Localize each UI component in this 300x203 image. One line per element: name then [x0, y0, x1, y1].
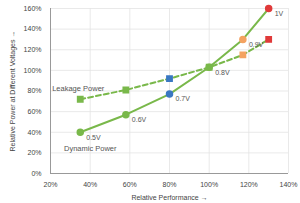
svg-text:80%: 80% [27, 87, 41, 94]
svg-text:40%: 40% [27, 128, 41, 135]
svg-text:140%: 140% [24, 25, 42, 32]
svg-text:0%: 0% [31, 170, 41, 177]
svg-text:100%: 100% [24, 67, 42, 74]
svg-text:100%: 100% [200, 181, 218, 188]
svg-text:60%: 60% [27, 108, 41, 115]
svg-text:80%: 80% [162, 181, 176, 188]
svg-text:Dynamic Power: Dynamic Power [64, 144, 117, 153]
svg-text:40%: 40% [83, 181, 97, 188]
svg-text:0.6V: 0.6V [132, 116, 147, 123]
svg-text:140%: 140% [280, 181, 298, 188]
svg-text:120%: 120% [24, 46, 42, 53]
svg-text:Relative Performance →: Relative Performance → [131, 194, 207, 201]
svg-text:60%: 60% [123, 181, 137, 188]
svg-text:Leakage Power: Leakage Power [52, 84, 105, 93]
svg-text:20%: 20% [27, 149, 41, 156]
svg-text:0.7V: 0.7V [176, 95, 191, 102]
svg-text:120%: 120% [240, 181, 258, 188]
svg-text:0.9V: 0.9V [249, 41, 264, 48]
svg-text:1V: 1V [275, 10, 284, 17]
svg-text:Relative Power at Different Vo: Relative Power at Different Voltages → [9, 31, 17, 152]
svg-text:20%: 20% [43, 181, 57, 188]
svg-text:0.5V: 0.5V [86, 133, 101, 140]
svg-text:0.8V: 0.8V [215, 69, 230, 76]
svg-text:160%: 160% [24, 5, 42, 12]
